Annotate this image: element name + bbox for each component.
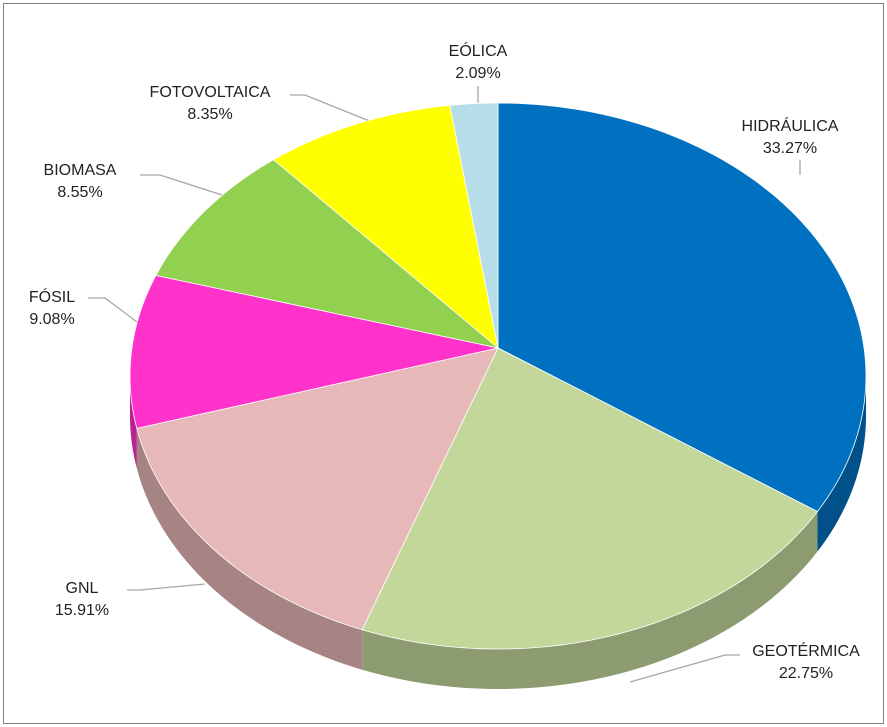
category-label: GNL [66,580,99,597]
pie-slice [136,347,499,631]
leader-line [290,94,373,123]
pie-sides [130,376,866,689]
category-label: BIOMASA [44,162,117,179]
pie-slice [361,347,819,650]
leader-line [88,297,138,323]
category-label: HIDRÁULICA [742,116,839,135]
category-label: EÓLICA [449,41,508,60]
pie-slice [155,159,499,349]
pie-slice [449,102,499,349]
pie-side [817,376,866,552]
value-label: 9.08% [29,311,74,328]
category-label: GEOTÉRMICA [752,641,860,660]
pie-side [130,376,137,469]
value-label: 2.09% [455,65,500,82]
leader-line [127,583,206,591]
pie-side [362,511,818,689]
value-label: 8.55% [57,184,102,201]
leader-line [140,174,223,196]
pie-slices [129,102,867,650]
value-label: 33.27% [763,140,817,157]
pie-side [136,428,363,670]
pie-slice [497,102,867,513]
category-label: FÓSIL [29,287,75,306]
labels: HIDRÁULICA 33.27% GEOTÉRMICA 22.75% GNL 15.91… [29,41,860,682]
pie-slice [129,274,499,429]
pie-slice [272,104,499,350]
value-label: 15.91% [55,602,109,619]
value-label: 8.35% [187,106,232,123]
category-label: FOTOVOLTAICA [150,84,271,101]
value-label: 22.75% [779,665,833,682]
leader-lines [88,86,801,683]
leader-line [629,654,740,683]
